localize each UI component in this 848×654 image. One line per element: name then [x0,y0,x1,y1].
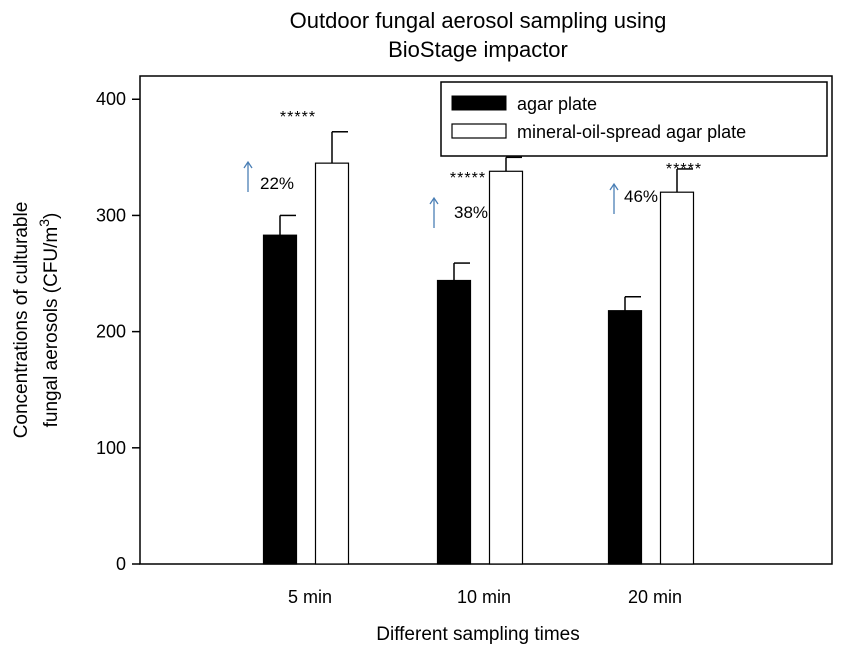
y-tick-label: 300 [96,205,126,225]
y-axis-label: Concentrations of culturable fungal aero… [11,202,62,439]
y-tick-label: 100 [96,438,126,458]
y-axis-label-line-2: fungal aerosols (CFU/m3) [36,213,62,428]
x-tick-label: 20 min [628,587,682,607]
x-axis: 5 min 10 min 20 min [288,587,682,607]
plot-frame [139,75,833,565]
significance-stars: ***** [450,170,486,187]
legend-box [440,81,828,157]
up-arrow-head-icon [609,182,619,191]
y-axis-label-unit: fungal aerosols (CFU/m [41,227,62,428]
increase-percentage: 46% [624,187,658,206]
significance-stars: ***** [280,109,316,126]
legend-swatch-mineral-oil [451,123,507,139]
chart-title-line-1: Outdoor fungal aerosol sampling using [290,8,667,33]
bar-mineral-oil [659,191,695,565]
x-axis-label: Different sampling times [376,624,579,645]
significance-stars: ***** [666,161,702,178]
increase-percentage: 22% [260,174,294,193]
increase-percentage: 38% [454,203,488,222]
legend: agar plate mineral-oil-spread agar plate [440,81,828,157]
x-tick-label: 5 min [288,587,332,607]
y-axis-label-superscript: 3 [36,219,52,227]
y-axis-label-close: ) [41,213,62,219]
chart-title: Outdoor fungal aerosol sampling using Bi… [290,8,667,62]
y-axis-label-line-1: Concentrations of culturable [11,202,32,439]
bar-mineral-oil [488,170,524,565]
bar-mineral-oil [314,162,350,565]
legend-label-agar-plate: agar plate [517,94,597,114]
y-tick-label: 0 [116,554,126,574]
y-axis: 0 100 200 300 400 [96,89,140,574]
bar-agar-plate [262,234,298,565]
bars [262,131,695,565]
up-arrow-head-icon [429,196,439,205]
y-tick-label: 200 [96,322,126,342]
annotations: ***** ***** ***** 22% 38% 46% [243,109,702,228]
chart-title-line-2: BioStage impactor [388,37,568,62]
x-tick-label: 10 min [457,587,511,607]
y-tick-label: 400 [96,89,126,109]
bar-agar-plate [607,310,643,565]
up-arrow-head-icon [243,160,253,169]
bar-agar-plate [436,279,472,565]
legend-label-mineral-oil: mineral-oil-spread agar plate [517,122,746,142]
legend-swatch-agar-plate [451,95,507,111]
